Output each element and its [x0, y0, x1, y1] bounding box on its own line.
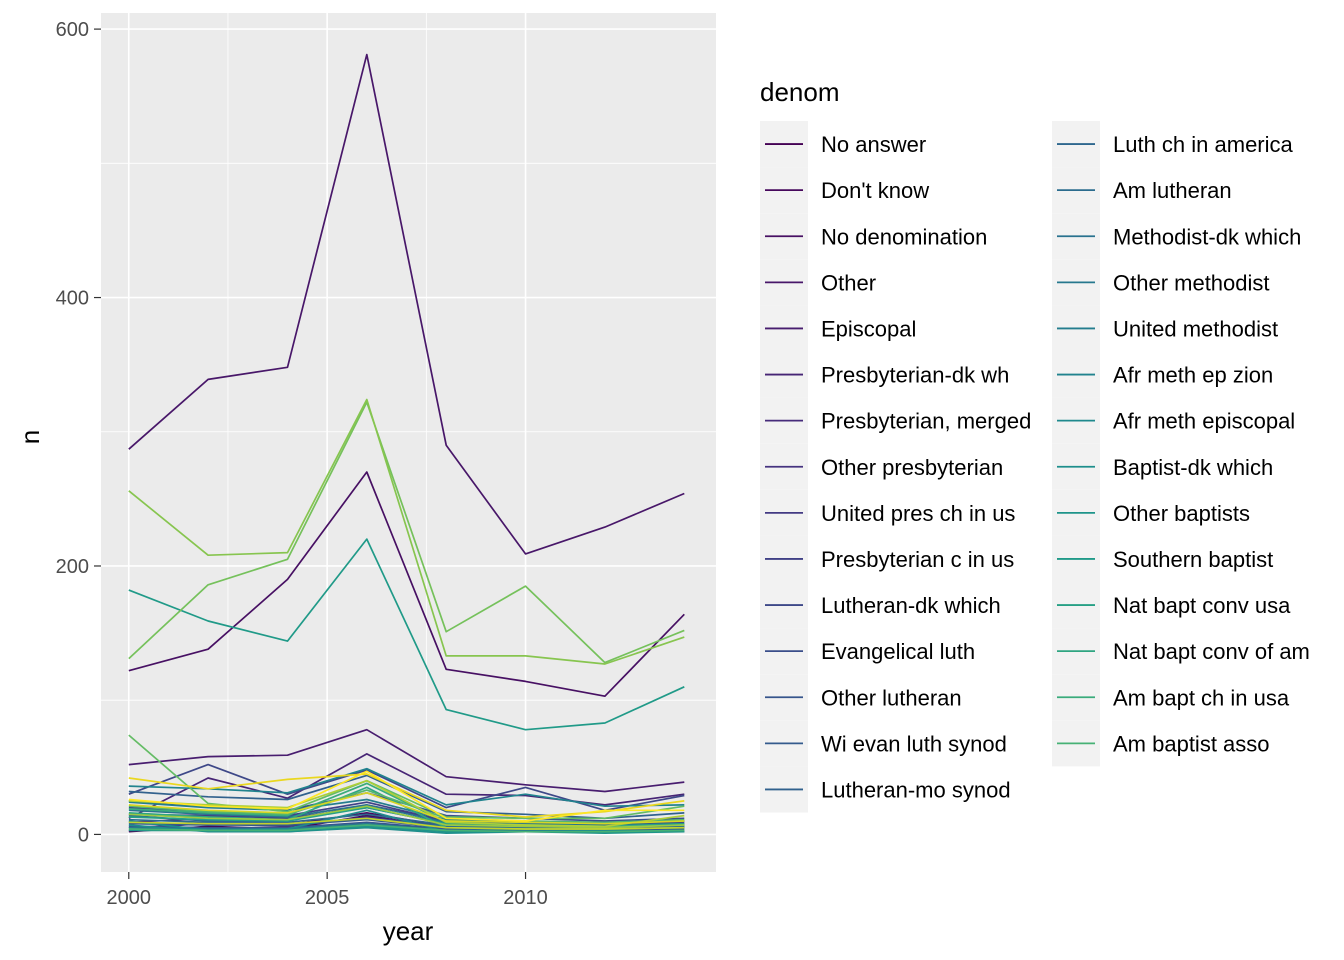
series-line-6 — [128, 753, 685, 820]
series-line-36 — [128, 817, 685, 830]
legend-label: Am baptist asso — [1113, 731, 1270, 756]
series-line-35 — [128, 779, 685, 828]
panel-background — [101, 13, 716, 872]
x-tick-label: 2005 — [305, 887, 350, 909]
series-line-25 — [128, 538, 685, 731]
y-tick-label: 600 — [56, 19, 89, 41]
axes: 0 200 400 600 2000 2005 2010 — [56, 19, 548, 909]
legend-label: Presbyterian c in us — [821, 547, 1014, 572]
legend-label: Other — [821, 270, 876, 295]
series-line-21 — [128, 767, 685, 808]
series-line-30 — [128, 789, 685, 824]
legend-label: United methodist — [1113, 316, 1278, 341]
series-line-29 — [128, 824, 685, 833]
legend-label: Presbyterian-dk wh — [821, 363, 1009, 388]
y-tick-label: 0 — [78, 824, 89, 846]
x-tick-label: 2000 — [107, 887, 152, 909]
legend-label: Lutheran-mo synod — [821, 777, 1011, 802]
series-line-33 — [128, 398, 685, 665]
legend-label: Nat bapt conv usa — [1113, 593, 1291, 618]
legend-label: Other lutheran — [821, 685, 962, 710]
legend-label: Lutheran-dk which — [821, 593, 1001, 618]
legend-label: Am lutheran — [1113, 178, 1232, 203]
series-line-5 — [128, 728, 685, 793]
x-tick-label: 2010 — [503, 887, 548, 909]
legend-label: Other methodist — [1113, 270, 1270, 295]
legend-label: No answer — [821, 132, 926, 157]
y-axis-title: n — [15, 430, 45, 444]
series-line-4 — [128, 53, 685, 555]
legend-label: Other baptists — [1113, 501, 1250, 526]
y-tick-label: 200 — [56, 556, 89, 578]
legend-label: Nat bapt conv of am — [1113, 639, 1310, 664]
series-line-18 — [128, 804, 685, 826]
series-line-37 — [128, 791, 685, 825]
legend-label: Methodist-dk which — [1113, 224, 1301, 249]
series-line-39 — [128, 770, 685, 822]
legend-label: Evangelical luth — [821, 639, 975, 664]
legend-label: United pres ch in us — [821, 501, 1015, 526]
legend-label: Baptist-dk which — [1113, 455, 1273, 480]
series-line-32 — [128, 401, 685, 664]
series-line-11 — [128, 763, 685, 812]
series-line-34 — [128, 805, 685, 829]
legend-label: Wi evan luth synod — [821, 731, 1007, 756]
legend-label: Afr meth ep zion — [1113, 363, 1273, 388]
legend-label: Luth ch in america — [1113, 132, 1294, 157]
legend-label: Afr meth episcopal — [1113, 409, 1295, 434]
x-axis-title: year — [383, 916, 434, 946]
y-tick-label: 400 — [56, 288, 89, 310]
legend: denom No answer Don't know No denomination… — [760, 77, 1310, 813]
legend-label: No denomination — [821, 224, 987, 249]
series-lines — [128, 53, 685, 834]
legend-title: denom — [760, 77, 840, 107]
series-line-3 — [128, 471, 685, 698]
legend-label: Southern baptist — [1113, 547, 1273, 572]
legend-label: Other presbyterian — [821, 455, 1003, 480]
legend-label: Am bapt ch in usa — [1113, 685, 1290, 710]
legend-label: Don't know — [821, 178, 929, 203]
legend-label: Episcopal — [821, 316, 916, 341]
legend-label: Presbyterian, merged — [821, 409, 1031, 434]
plot-panel — [101, 13, 716, 872]
